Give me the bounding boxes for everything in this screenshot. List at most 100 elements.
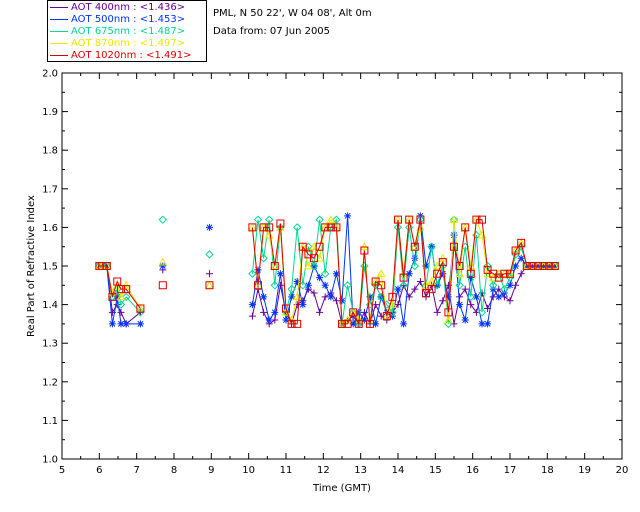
data-point xyxy=(506,269,514,278)
data-point xyxy=(344,212,352,220)
data-point xyxy=(158,215,168,224)
data-point xyxy=(511,246,520,254)
data-point xyxy=(410,242,419,251)
data-point xyxy=(466,292,476,302)
data-point xyxy=(517,238,526,247)
data-point xyxy=(116,300,126,309)
data-point xyxy=(136,320,144,328)
x-tick-label: 20 xyxy=(616,465,629,476)
data-point xyxy=(472,230,481,240)
data-point xyxy=(309,261,319,271)
data-point xyxy=(253,215,263,224)
data-point xyxy=(366,319,374,328)
data-point xyxy=(259,254,268,263)
data-point xyxy=(439,297,447,305)
data-point xyxy=(366,293,374,301)
y-tick-label: 1.0 xyxy=(42,455,58,466)
data-point xyxy=(438,261,448,271)
data-point xyxy=(394,285,402,293)
data-point xyxy=(512,262,520,270)
x-tick-label: 18 xyxy=(541,465,554,476)
data-point xyxy=(404,223,414,232)
x-tick-label: 10 xyxy=(242,465,255,476)
data-point xyxy=(399,273,408,282)
data-point xyxy=(117,320,125,328)
data-point xyxy=(517,270,525,278)
data-point xyxy=(113,277,122,286)
data-point xyxy=(427,285,436,294)
data-point xyxy=(411,285,419,293)
data-point xyxy=(377,281,386,290)
legend-entry-675: AOT 675nm : <1.487> xyxy=(50,26,185,38)
data-point xyxy=(461,285,469,293)
data-point xyxy=(376,269,386,278)
data-point xyxy=(495,293,503,301)
data-point xyxy=(271,308,279,316)
data-point xyxy=(282,304,290,313)
data-point xyxy=(265,223,274,232)
data-point xyxy=(411,254,419,262)
y-tick-label: 1.3 xyxy=(42,339,58,350)
legend-swatch xyxy=(50,18,68,20)
y-tick-label: 1.6 xyxy=(42,223,58,234)
data-point xyxy=(489,269,498,278)
data-point xyxy=(405,215,414,224)
x-tick-label: 16 xyxy=(466,465,479,476)
data-point xyxy=(477,308,487,317)
data-point xyxy=(304,281,312,289)
data-point xyxy=(343,281,352,290)
legend-label: AOT 675nm : <1.487> xyxy=(71,26,186,37)
data-point xyxy=(349,320,357,328)
x-tick-label: 19 xyxy=(578,465,591,476)
data-point xyxy=(299,301,307,309)
x-tick-label: 14 xyxy=(392,465,405,476)
y-tick-label: 1.5 xyxy=(42,262,58,273)
data-point xyxy=(516,238,526,247)
data-point xyxy=(427,242,436,251)
data-point xyxy=(316,308,324,316)
series-line xyxy=(251,219,555,326)
data-point xyxy=(422,262,430,270)
data-point xyxy=(478,215,486,224)
data-point xyxy=(276,270,284,278)
data-point xyxy=(466,269,475,278)
site-location: PML, N 50 22', W 04 08', Alt 0m xyxy=(213,8,372,19)
data-point xyxy=(310,254,318,263)
data-point xyxy=(102,262,111,270)
data-point xyxy=(270,281,280,290)
data-point xyxy=(372,320,380,328)
data-point xyxy=(355,308,363,316)
x-tick-label: 11 xyxy=(280,465,293,476)
data-point xyxy=(494,273,503,282)
data-point xyxy=(550,262,559,270)
data-point xyxy=(444,293,452,301)
data-point xyxy=(455,262,464,270)
data-point xyxy=(388,292,397,301)
data-point xyxy=(467,301,475,309)
legend-label: AOT 500nm : <1.453> xyxy=(71,14,186,25)
data-point xyxy=(113,293,121,301)
data-point xyxy=(254,281,262,290)
data-point xyxy=(506,281,514,289)
data-point xyxy=(248,223,257,232)
series-layer xyxy=(94,212,560,329)
data-point xyxy=(416,277,424,285)
x-tick-label: 17 xyxy=(504,465,517,476)
legend-entry-400: AOT 400nm : <1.436> xyxy=(50,2,185,14)
data-point xyxy=(298,242,307,251)
data-point xyxy=(260,308,268,316)
data-point xyxy=(371,277,380,286)
data-point xyxy=(444,315,453,324)
data-point xyxy=(388,308,397,317)
data-point xyxy=(450,242,458,251)
y-tick-label: 1.7 xyxy=(42,184,58,195)
data-point xyxy=(315,242,324,251)
x-axis-label: Time (GMT) xyxy=(312,483,371,494)
data-point xyxy=(484,320,492,328)
data-point xyxy=(449,215,459,223)
y-tick-label: 1.9 xyxy=(42,107,58,118)
legend-label: AOT 400nm : <1.436> xyxy=(71,2,186,13)
data-point xyxy=(282,316,290,324)
data-point xyxy=(360,261,369,271)
